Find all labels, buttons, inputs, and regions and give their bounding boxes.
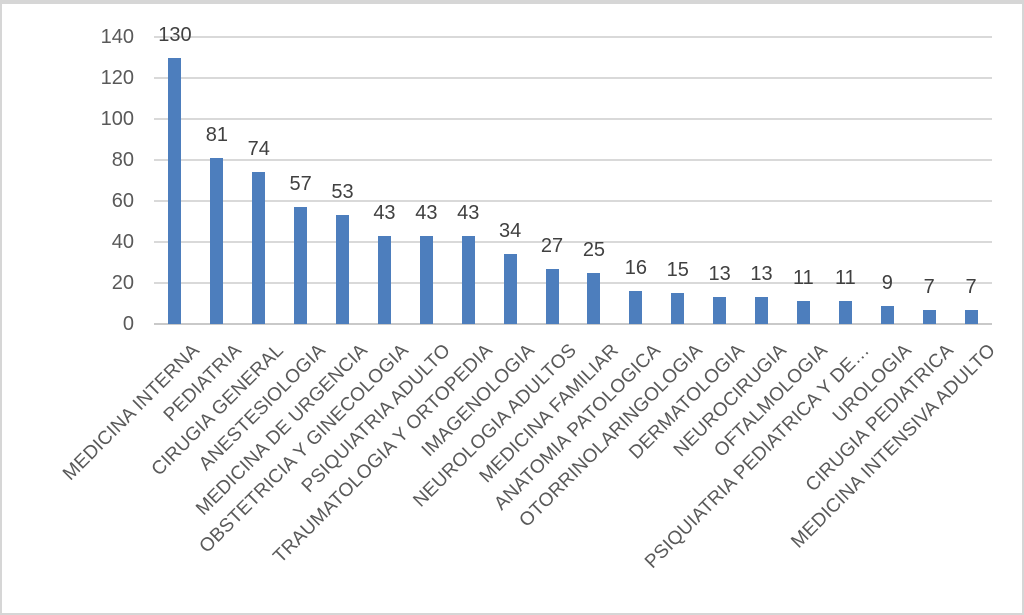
bar-data-label: 74 (247, 138, 270, 161)
bar-data-label: 9 (881, 271, 893, 294)
bar (922, 309, 936, 324)
bar-data-label: 11 (793, 267, 814, 290)
bar-data-label: 7 (923, 275, 935, 298)
gridline (154, 77, 992, 79)
bar (377, 235, 391, 324)
bar-data-label: 57 (289, 173, 312, 196)
gridline (154, 118, 992, 120)
bar-data-label: 43 (457, 201, 480, 224)
bar-data-label: 43 (415, 201, 438, 224)
plot-area: 0 20 40 60 80 100 120 140 130 MEDICINA INTERNA 81 P… (2, 4, 1022, 613)
bar (503, 254, 517, 324)
bar-data-label: 11 (834, 267, 856, 290)
bar-data-label: 16 (624, 257, 647, 280)
bar (168, 57, 182, 324)
y-axis-tick-label: 120 (100, 67, 134, 89)
bar (294, 207, 308, 324)
bar (713, 297, 727, 324)
bar (545, 268, 559, 324)
bar (419, 235, 433, 324)
bar-data-label: 53 (331, 181, 354, 204)
y-axis-tick-label: 40 (111, 231, 134, 253)
bar-data-label: 15 (666, 259, 689, 282)
y-axis-tick-label: 80 (111, 149, 134, 171)
gridline (154, 159, 992, 161)
bar (796, 301, 810, 324)
bar-data-label: 13 (708, 263, 731, 286)
bar (210, 157, 224, 324)
gridline (154, 282, 992, 284)
bar-data-label: 27 (540, 234, 564, 257)
gridline (154, 200, 992, 202)
bar-data-label: 130 (158, 23, 192, 46)
x-axis-line (154, 323, 992, 325)
bar (587, 272, 601, 324)
bar (838, 301, 852, 324)
gridline (154, 36, 992, 38)
bar-data-label: 81 (205, 123, 228, 146)
bar (880, 305, 894, 324)
bar-data-label: 43 (373, 201, 396, 224)
gridline (154, 241, 992, 243)
bar (252, 172, 266, 324)
bar (629, 291, 643, 324)
y-axis-tick-label: 60 (111, 190, 134, 212)
bar-data-label: 34 (499, 220, 522, 243)
bar (964, 309, 978, 324)
y-axis-tick-label: 100 (100, 108, 134, 130)
bar (461, 235, 475, 324)
y-axis-tick-label: 140 (100, 26, 134, 48)
bar (755, 297, 769, 324)
bar (336, 215, 350, 324)
y-axis-tick-label: 0 (122, 313, 134, 335)
bar (671, 293, 685, 324)
bar-data-label: 25 (582, 238, 606, 261)
bar-data-label: 7 (965, 275, 977, 298)
bar-data-label: 13 (750, 263, 773, 286)
y-axis-tick-label: 20 (111, 272, 134, 294)
